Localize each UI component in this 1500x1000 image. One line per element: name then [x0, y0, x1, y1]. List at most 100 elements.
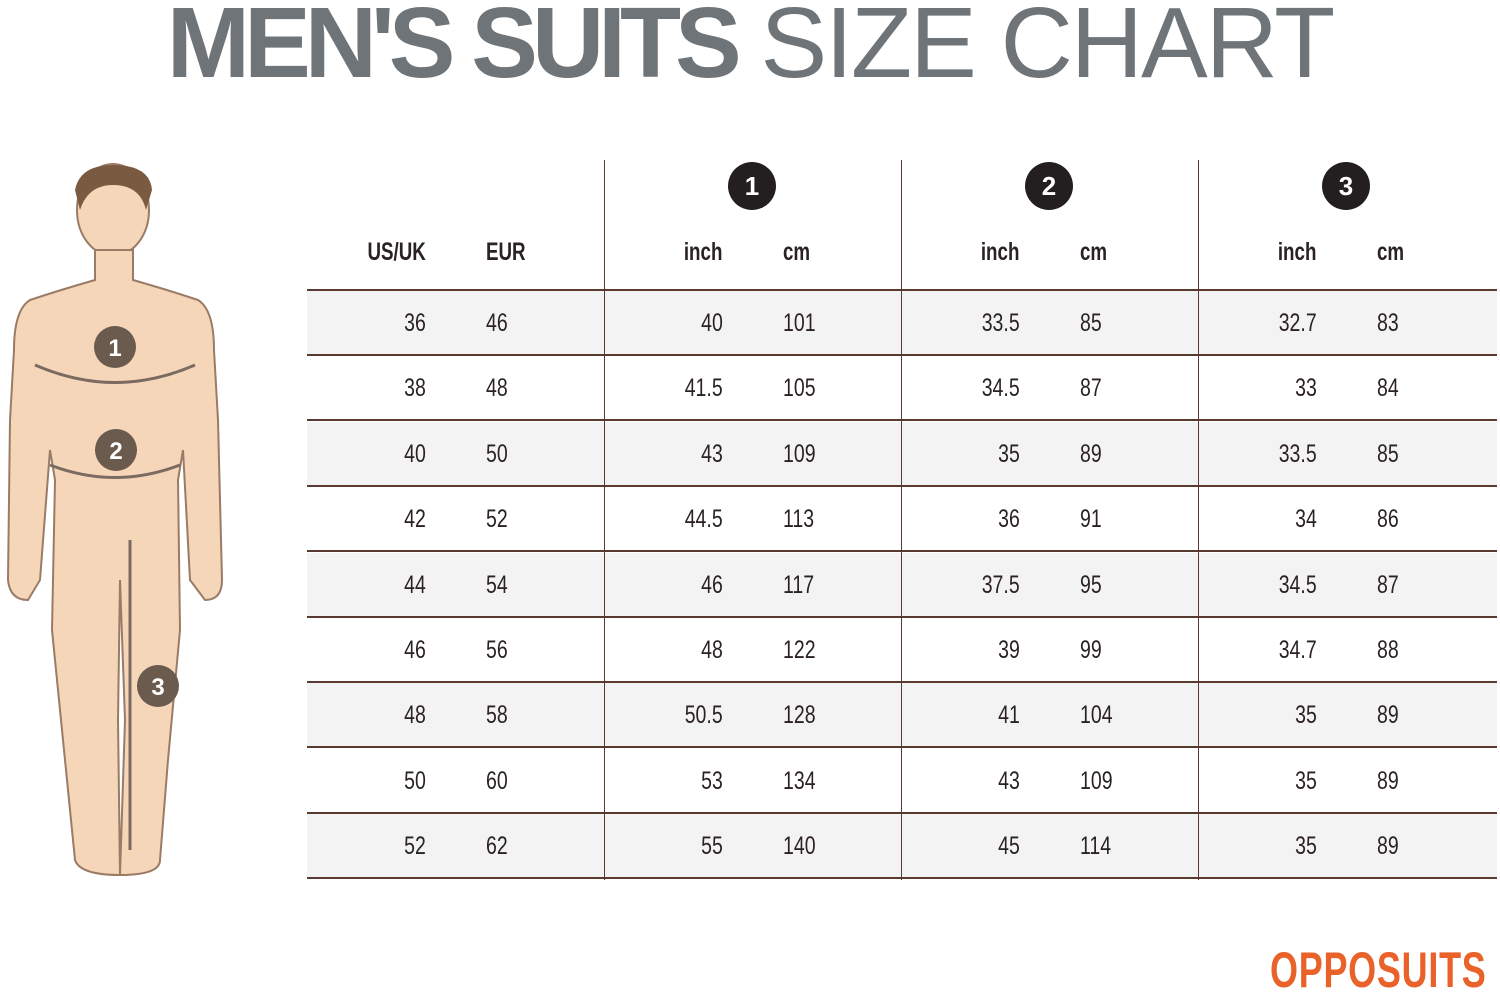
table-cell: 104 [1080, 701, 1113, 730]
table-cell: 58 [486, 701, 508, 730]
table-cell: 33 [1295, 374, 1317, 403]
marker-3 [137, 665, 179, 707]
table-cell: 41 [998, 701, 1020, 730]
table-row: 48 58 50.5 128 41 104 35 89 [307, 683, 1497, 749]
table-cell: 52 [486, 505, 508, 534]
group-badge-2: 2 [1025, 162, 1073, 210]
table-cell: 117 [783, 570, 815, 599]
table-cell: 50 [486, 439, 508, 468]
column-divider [604, 160, 605, 880]
title-light: SIZE CHART [760, 0, 1336, 99]
table-cell: 89 [1377, 701, 1399, 730]
table-cell: 85 [1377, 439, 1399, 468]
table-cell: 44.5 [685, 505, 723, 534]
header-cm: cm [783, 238, 811, 266]
table-cell: 89 [1080, 439, 1102, 468]
header-us-uk: US/UK [367, 238, 426, 266]
table-cell: 46 [701, 570, 723, 599]
title-bold: MEN'S SUITS [166, 0, 742, 99]
table-cell: 50.5 [685, 701, 723, 730]
table-cell: 46 [404, 636, 426, 664]
table-row: 52 62 55 140 45 114 35 89 [307, 814, 1497, 880]
table-cell: 33.5 [982, 309, 1020, 337]
table-cell: 109 [1080, 766, 1113, 795]
table-cell: 46 [486, 309, 508, 337]
header-cm: cm [1080, 238, 1108, 266]
table-cell: 56 [486, 636, 508, 664]
table-cell: 87 [1377, 570, 1399, 599]
table-cell: 32.7 [1279, 309, 1317, 337]
table-cell: 101 [783, 309, 816, 337]
column-divider [1198, 160, 1199, 880]
table-cell: 33.5 [1279, 439, 1317, 468]
table-cell: 84 [1377, 374, 1399, 403]
table-row: 38 48 41.5 105 34.5 87 33 84 [307, 356, 1497, 422]
table-cell: 50 [404, 766, 426, 795]
table-cell: 53 [701, 766, 723, 795]
table-cell: 113 [783, 505, 815, 534]
table-cell: 40 [404, 439, 426, 468]
table-cell: 48 [404, 701, 426, 730]
table-cell: 36 [998, 505, 1020, 534]
table-cell: 42 [404, 505, 426, 534]
table-row: 44 54 46 117 37.5 95 34.5 87 [307, 552, 1497, 618]
marker-1-label: 1 [108, 335, 121, 362]
table-cell: 35 [1295, 832, 1317, 861]
column-divider [901, 160, 902, 880]
table-cell: 114 [1080, 832, 1112, 861]
table-row: 50 60 53 134 43 109 35 89 [307, 749, 1497, 814]
body-measurement-figure: 1 2 3 [6, 163, 224, 877]
table-cell: 109 [783, 439, 816, 468]
table-cell: 140 [783, 832, 816, 861]
table-cell: 88 [1377, 636, 1399, 664]
table-cell: 43 [998, 766, 1020, 795]
table-cell: 91 [1080, 505, 1102, 534]
table-cell: 35 [1295, 701, 1317, 730]
table-row: 36 46 40 101 33.5 85 32.7 83 [307, 291, 1497, 356]
table-cell: 48 [486, 374, 508, 403]
table-cell: 35 [998, 439, 1020, 468]
table-row: 42 52 44.5 113 36 91 34 86 [307, 487, 1497, 553]
header-cm: cm [1377, 238, 1405, 266]
marker-1 [94, 326, 136, 368]
table-cell: 52 [404, 832, 426, 861]
header-inch: inch [980, 238, 1019, 266]
table-cell: 41.5 [685, 374, 723, 403]
table-row: 46 56 48 122 39 99 34.7 88 [307, 618, 1497, 683]
table-cell: 60 [486, 766, 508, 795]
table-cell: 34.5 [1279, 570, 1317, 599]
table-cell: 86 [1377, 505, 1399, 534]
table-cell: 34 [1295, 505, 1317, 534]
table-cell: 89 [1377, 832, 1399, 861]
table-cell: 38 [404, 374, 426, 403]
header-inch: inch [1277, 238, 1316, 266]
table-cell: 87 [1080, 374, 1102, 403]
table-cell: 83 [1377, 309, 1399, 337]
group-badge-1: 1 [728, 162, 776, 210]
page-title: MEN'S SUITS SIZE CHART [0, 0, 1500, 101]
marker-2 [95, 429, 137, 471]
table-cell: 35 [1295, 766, 1317, 795]
table-cell: 134 [783, 766, 816, 795]
table-cell: 62 [486, 832, 508, 861]
table-row: 40 50 43 109 35 89 33.5 85 [307, 421, 1497, 487]
table-cell: 105 [783, 374, 816, 403]
table-cell: 89 [1377, 766, 1399, 795]
opposuits-logo: OPPOSUITS [1270, 942, 1487, 998]
marker-3-label: 3 [151, 674, 164, 701]
table-cell: 34.5 [982, 374, 1020, 403]
header-divider [307, 289, 1497, 291]
size-table: US/UK EUR 1 inch cm 2 inch cm 3 inch cm 36 46 40 101 33… [307, 160, 1497, 880]
table-cell: 122 [783, 636, 816, 664]
table-cell: 128 [783, 701, 816, 730]
table-cell: 55 [701, 832, 723, 861]
header-inch: inch [683, 238, 722, 266]
table-cell: 40 [701, 309, 723, 337]
table-cell: 95 [1080, 570, 1102, 599]
header-eur: EUR [486, 238, 526, 266]
table-cell: 37.5 [982, 570, 1020, 599]
marker-2-label: 2 [109, 438, 122, 465]
table-cell: 54 [486, 570, 508, 599]
table-cell: 85 [1080, 309, 1102, 337]
table-cell: 44 [404, 570, 426, 599]
